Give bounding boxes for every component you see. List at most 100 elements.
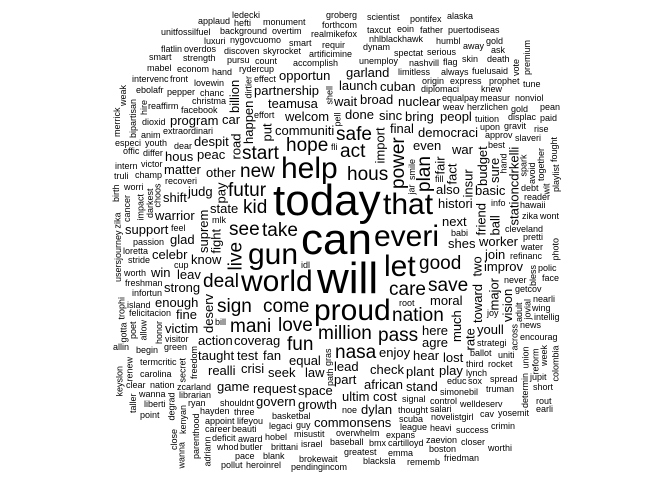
cloud-word: zika xyxy=(112,211,123,228)
cloud-word: realmikefox xyxy=(311,29,358,39)
cloud-word: parenthood xyxy=(190,413,201,459)
cloud-word: merrick xyxy=(111,107,122,138)
cloud-word: vote xyxy=(510,58,521,76)
cloud-word: proud xyxy=(314,294,391,327)
cloud-word: skin xyxy=(462,54,479,64)
cloud-word: basic xyxy=(475,183,506,198)
cloud-word: space xyxy=(298,383,333,398)
cloud-word: youll xyxy=(477,322,504,337)
cloud-word: bmx xyxy=(369,438,387,448)
cloud-word: come xyxy=(263,296,310,317)
cloud-word: fill xyxy=(435,174,444,184)
cloud-word: approv xyxy=(485,130,513,140)
cloud-word: live xyxy=(225,241,246,270)
cloud-word: fun xyxy=(287,334,314,355)
cloud-word: simonebil xyxy=(440,387,479,397)
cloud-word: hayden xyxy=(200,406,230,416)
cloud-word: across xyxy=(509,323,520,350)
cloud-word: overtim xyxy=(272,26,302,36)
cloud-word: shes xyxy=(448,236,476,251)
cloud-word: welldeserv xyxy=(460,399,503,409)
cloud-word: pay xyxy=(213,182,229,203)
cloud-word: greatest xyxy=(344,447,377,457)
cloud-word: start xyxy=(242,143,279,164)
cloud-word: let xyxy=(384,250,416,283)
cloud-word: victim xyxy=(165,321,199,336)
cloud-word: strong xyxy=(164,280,201,295)
cloud-word: determin xyxy=(519,372,530,408)
cloud-word: spread xyxy=(490,374,518,384)
cloud-word: ask xyxy=(491,45,506,55)
cloud-word: best xyxy=(488,140,506,150)
cloud-word: fair xyxy=(432,155,448,174)
cloud-word: jupit xyxy=(530,372,547,382)
cloud-word: million xyxy=(318,323,372,344)
cloud-word: israel xyxy=(301,439,323,449)
cloud-word: passion xyxy=(133,237,165,247)
cloud-word: freshman xyxy=(125,278,163,288)
cloud-word: communiti xyxy=(275,123,335,138)
cloud-word: fought xyxy=(548,136,559,162)
cloud-word: realli xyxy=(208,363,236,378)
cloud-word: strength xyxy=(183,53,216,63)
cloud-word: opportun xyxy=(279,68,331,83)
cloud-word: kid xyxy=(243,197,268,218)
cloud-word: warrior xyxy=(155,208,195,223)
cloud-word: never xyxy=(504,275,527,285)
cloud-word: eoin xyxy=(397,24,415,34)
cloud-word: beauti xyxy=(232,424,257,434)
cloud-word: friedman xyxy=(444,453,480,463)
cloud-word: shell xyxy=(324,85,335,104)
cloud-word: ballot xyxy=(470,348,492,358)
cloud-word: war xyxy=(452,142,473,157)
cloud-word: earli xyxy=(536,404,554,414)
cloud-word: nhlblackhawk xyxy=(369,34,424,44)
cloud-word: count xyxy=(255,56,278,66)
cloud-word: upon xyxy=(480,122,501,132)
cloud-word: green xyxy=(164,342,188,352)
cloud-word: guy xyxy=(296,420,311,430)
cloud-word: wing xyxy=(532,303,551,313)
cloud-word: support xyxy=(125,222,169,237)
cloud-word: offic xyxy=(123,146,140,156)
cloud-word: intern xyxy=(115,161,138,171)
cloud-word: taught xyxy=(198,348,235,363)
cloud-word: rate xyxy=(462,327,478,350)
cloud-word: wanna xyxy=(176,441,187,468)
cloud-word: emma xyxy=(388,448,414,458)
cloud-word: done xyxy=(345,107,374,122)
cloud-word: taxcut xyxy=(367,25,392,35)
cloud-word: zika xyxy=(522,211,539,221)
cloud-word: pace xyxy=(235,451,255,461)
cloud-word: lovewin xyxy=(194,78,225,88)
cloud-word: here xyxy=(422,323,449,338)
cloud-word: champ xyxy=(135,170,163,180)
cloud-word: union xyxy=(520,345,531,368)
cloud-word: pell xyxy=(332,111,343,126)
cloud-word: poet xyxy=(127,321,138,339)
cloud-word: celebr xyxy=(152,247,188,262)
cloud-word: much xyxy=(448,310,464,342)
cloud-word: point xyxy=(140,410,160,420)
cloud-word: coverag xyxy=(234,333,281,348)
cloud-word: wit xyxy=(541,183,552,194)
cloud-word: gun xyxy=(248,238,299,271)
cloud-word: babi xyxy=(451,228,469,238)
cloud-word: getcov xyxy=(515,284,542,294)
cloud-word: deserv xyxy=(200,293,216,333)
cloud-word: dioxid xyxy=(142,117,166,127)
cloud-word: futur xyxy=(228,180,267,201)
cloud-word: major xyxy=(486,277,502,310)
cloud-word: kenyan xyxy=(177,404,188,434)
cloud-word: despit xyxy=(194,134,229,149)
cloud-word: dear xyxy=(174,141,193,151)
cloud-word: mabel xyxy=(147,63,172,73)
cloud-word: win xyxy=(151,265,171,280)
cloud-word: two xyxy=(469,255,485,276)
cloud-word: glad xyxy=(170,232,195,247)
cloud-word: matter xyxy=(164,162,201,177)
cloud-word: joy xyxy=(487,308,499,318)
cloud-word: heroinrel xyxy=(246,460,282,470)
cloud-word: garland xyxy=(346,65,390,80)
